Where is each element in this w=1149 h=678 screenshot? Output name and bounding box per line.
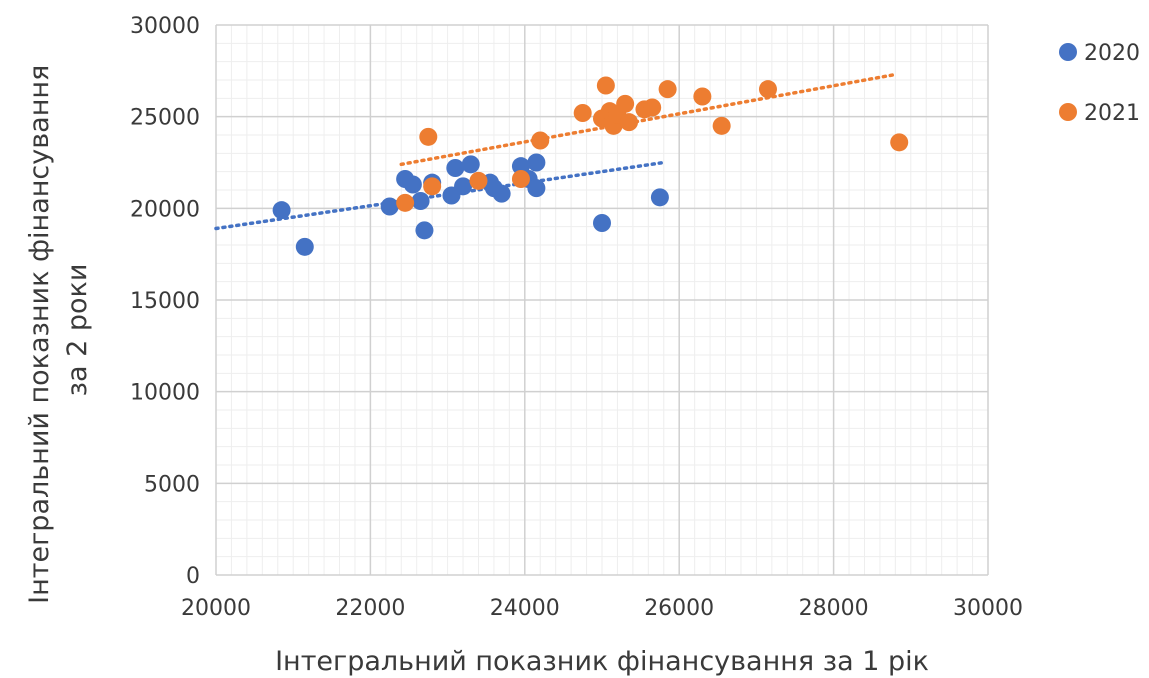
trendlines xyxy=(214,72,898,231)
data-point-2021 xyxy=(596,76,615,95)
gridlines xyxy=(215,24,989,576)
y-tick-label: 25000 xyxy=(130,106,200,131)
legend-marker-2020 xyxy=(1059,43,1077,61)
data-point-2020 xyxy=(461,155,480,174)
legend-label-2020: 2020 xyxy=(1084,41,1140,66)
data-point-2021 xyxy=(643,98,662,117)
data-point-2021 xyxy=(712,116,731,135)
y-tick-label: 5000 xyxy=(144,472,200,497)
x-tick-label: 28000 xyxy=(799,596,869,621)
data-point-2020 xyxy=(415,221,434,240)
y-axis-title-line-2: за 2 роки xyxy=(62,264,93,397)
x-tick-label: 22000 xyxy=(335,596,405,621)
x-tick-label: 26000 xyxy=(644,596,714,621)
data-point-2021 xyxy=(423,177,442,196)
data-point-2020 xyxy=(454,177,473,196)
legend-label-2021: 2021 xyxy=(1084,101,1140,126)
data-point-2020 xyxy=(295,237,314,256)
data-point-2021 xyxy=(573,104,592,122)
trendline-2020 xyxy=(214,160,666,231)
data-point-2020 xyxy=(411,192,430,210)
x-tick-label: 24000 xyxy=(490,596,560,621)
data-point-2020 xyxy=(650,188,669,207)
data-points xyxy=(272,76,909,256)
y-tick-label: 15000 xyxy=(130,289,200,314)
data-point-2020 xyxy=(527,153,546,172)
data-point-2021 xyxy=(758,80,777,99)
data-point-2021 xyxy=(531,131,550,150)
data-point-2021 xyxy=(511,170,530,188)
data-point-2020 xyxy=(593,214,611,232)
legend-marker-2021 xyxy=(1059,103,1077,121)
data-point-2020 xyxy=(492,184,511,203)
y-axis-title: Інтегральний показник фінансування за 2 … xyxy=(24,56,93,604)
data-point-2021 xyxy=(419,127,438,146)
data-point-2021 xyxy=(658,80,677,99)
data-point-2021 xyxy=(469,171,488,190)
y-tick-label: 20000 xyxy=(130,197,200,222)
data-point-2020 xyxy=(403,175,422,194)
x-tick-label: 30000 xyxy=(953,596,1023,621)
data-point-2021 xyxy=(693,87,712,106)
data-point-2021 xyxy=(620,113,639,132)
data-point-2021 xyxy=(616,94,635,113)
legend: 2020 2021 xyxy=(1059,41,1140,126)
x-axis-title: Інтегральний показник фінансування за 1 … xyxy=(275,646,929,677)
x-tick-label: 20000 xyxy=(181,596,251,621)
data-point-2020 xyxy=(380,197,399,216)
y-axis-title-line-1: Інтегральний показник фінансування xyxy=(24,65,55,604)
data-point-2020 xyxy=(527,179,546,198)
y-tick-label: 10000 xyxy=(130,381,200,406)
data-point-2021 xyxy=(890,133,909,152)
trendline-2021 xyxy=(399,72,898,167)
data-point-2021 xyxy=(396,193,415,212)
y-tick-label: 0 xyxy=(186,564,200,589)
y-tick-label: 30000 xyxy=(130,14,200,39)
data-point-2020 xyxy=(272,201,291,220)
tick-labels: 20000 22000 24000 26000 28000 30000 0 5000 10000… xyxy=(130,14,1023,621)
data-point-2020 xyxy=(446,159,465,177)
